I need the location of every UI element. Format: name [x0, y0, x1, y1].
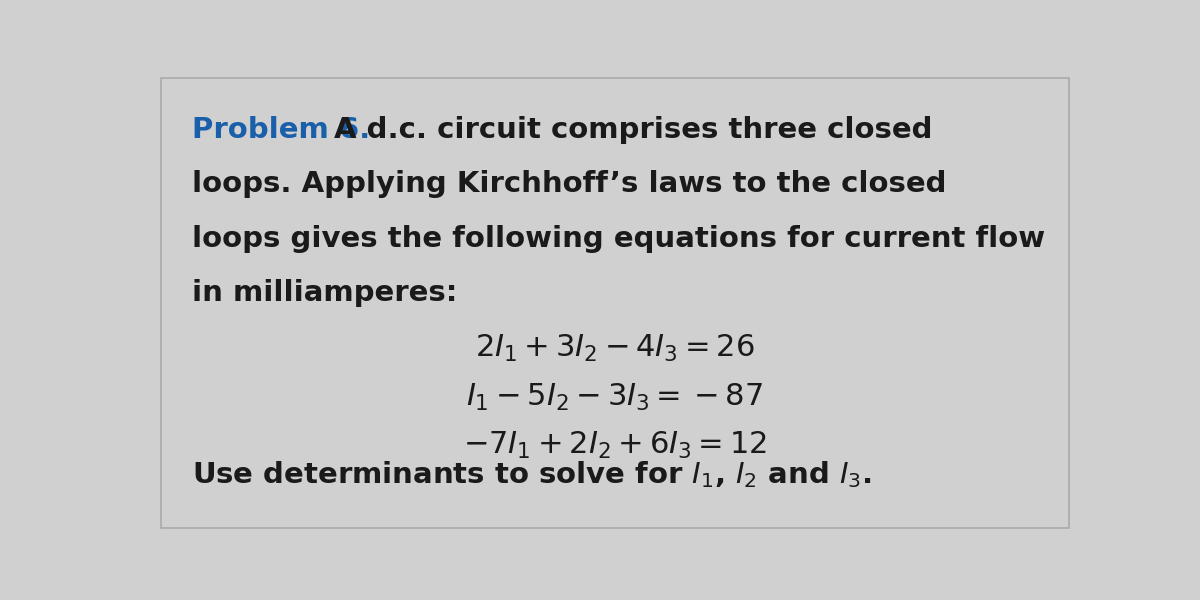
Text: $2I_1 +3I_2 -4I_3 = 26$: $2I_1 +3I_2 -4I_3 = 26$ — [475, 333, 755, 364]
Text: $I_1 -5I_2 -3I_3 = -87$: $I_1 -5I_2 -3I_3 = -87$ — [467, 382, 763, 413]
Text: Use determinants to solve for $I_1$, $I_2$ and $I_3$.: Use determinants to solve for $I_1$, $I_… — [192, 460, 871, 490]
Text: Problem 6.: Problem 6. — [192, 116, 370, 144]
Text: $-7I_1 +2I_2 +6I_3 = 12$: $-7I_1 +2I_2 +6I_3 = 12$ — [463, 430, 767, 461]
Text: A d.c. circuit comprises three closed: A d.c. circuit comprises three closed — [334, 116, 932, 144]
Text: loops gives the following equations for current flow: loops gives the following equations for … — [192, 225, 1045, 253]
Text: in milliamperes:: in milliamperes: — [192, 280, 457, 307]
FancyBboxPatch shape — [161, 78, 1069, 529]
Text: loops. Applying Kirchhoff’s laws to the closed: loops. Applying Kirchhoff’s laws to the … — [192, 170, 947, 199]
